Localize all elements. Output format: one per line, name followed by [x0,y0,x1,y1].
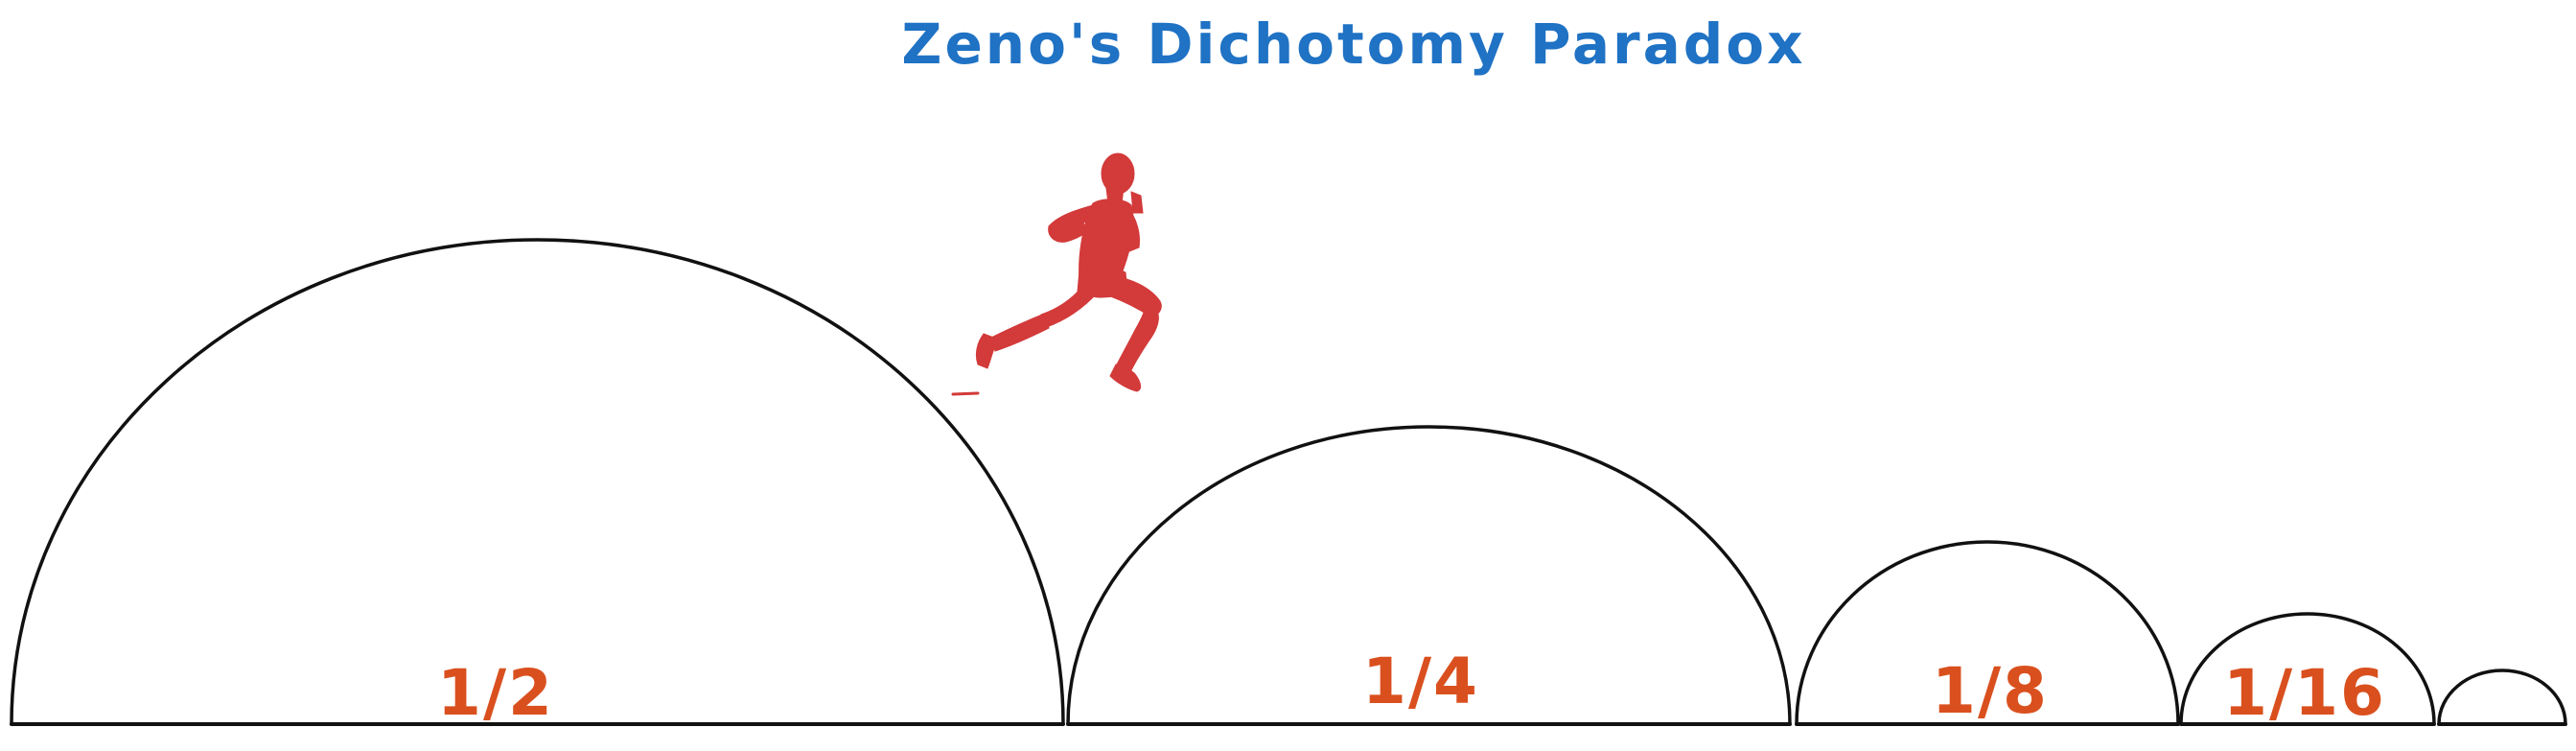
segment-label-eighth: 1/8 [1932,654,2049,728]
arc-segments [10,238,2567,726]
segment-label-half: 1/2 [437,656,554,730]
segment-label-quarter: 1/4 [1362,645,1479,718]
arc-thirty-second [2437,669,2567,725]
diagram-title: Zeno's Dichotomy Paradox [901,12,1805,77]
arc-sixteenth [2179,612,2436,725]
segment-labels: 1/2 1/4 1/8 1/16 [437,645,2386,730]
running-person-icon [951,153,1162,396]
arc-quarter [1066,425,1792,725]
arc-half [10,238,1065,725]
arc-eighth [1795,540,2180,725]
segment-label-sixteenth: 1/16 [2223,656,2386,730]
